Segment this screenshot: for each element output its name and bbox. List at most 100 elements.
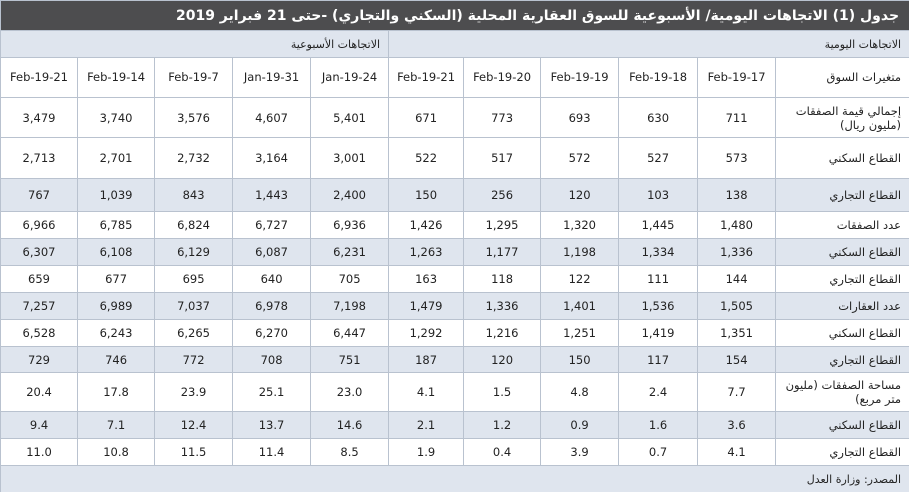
- cell: 0.7: [618, 438, 699, 466]
- cell: 6,824: [154, 211, 234, 239]
- table-row: مساحة الصفقات (مليون متر مربع) 7.7 2.4 4.8 1…: [0, 372, 909, 412]
- cell: 3.9: [540, 438, 620, 466]
- cell: 3,479: [0, 97, 79, 138]
- daily-group: الاتجاهات اليومية: [388, 30, 909, 58]
- row-label: القطاع التجاري: [775, 265, 909, 293]
- cell: 13.7: [232, 411, 312, 439]
- table-row: القطاع السكني 573 527 572 517 522 3,001 3,164 2,…: [0, 137, 909, 179]
- cell: 1,505: [697, 292, 777, 320]
- cell: 11.4: [232, 438, 312, 466]
- row-label: القطاع السكني: [775, 319, 909, 347]
- row-label: القطاع السكني: [775, 137, 909, 179]
- cell: 6,231: [310, 238, 390, 266]
- row-label: عدد العقارات: [775, 292, 909, 320]
- cell: 1,320: [540, 211, 620, 239]
- cell: 2,732: [154, 137, 234, 179]
- label-header: متغيرات السوق: [775, 57, 909, 98]
- table-row: عدد العقارات 1,505 1,536 1,401 1,336 1,479 7,1…: [0, 292, 909, 320]
- cell: 3,164: [232, 137, 312, 179]
- cell: 163: [388, 265, 465, 293]
- column-header: 17-Feb-19: [697, 57, 777, 98]
- cell: 1,177: [463, 238, 542, 266]
- cell: 1,263: [388, 238, 465, 266]
- cell: 711: [697, 97, 777, 138]
- cell: 4.8: [540, 372, 620, 412]
- cell: 1,443: [232, 178, 312, 212]
- table-row: القطاع التجاري 144 111 122 118 163 705 640 695 67…: [0, 265, 909, 293]
- cell: 693: [540, 97, 620, 138]
- cell: 695: [154, 265, 234, 293]
- row-label: القطاع التجاري: [775, 178, 909, 212]
- cell: 573: [697, 137, 777, 179]
- cell: 6,966: [0, 211, 79, 239]
- cell: 5,401: [310, 97, 390, 138]
- table-row: القطاع السكني 1,336 1,334 1,198 1,177 1,263 6,…: [0, 238, 909, 266]
- cell: 0.4: [463, 438, 542, 466]
- cell: 4,607: [232, 97, 312, 138]
- cell: 144: [697, 265, 777, 293]
- cell: 6,108: [77, 238, 156, 266]
- table-row: القطاع السكني 3.6 1.6 0.9 1.2 2.1 14.6 13.7 12.4…: [0, 411, 909, 439]
- column-header: 21-Feb-19: [0, 57, 79, 98]
- cell: 3,576: [154, 97, 234, 138]
- cell: 2,400: [310, 178, 390, 212]
- cell: 6,307: [0, 238, 79, 266]
- cell: 20.4: [0, 372, 79, 412]
- cell: 671: [388, 97, 465, 138]
- weekly-group: الاتجاهات الأسبوعية: [0, 30, 390, 58]
- cell: 1,039: [77, 178, 156, 212]
- cell: 1,336: [697, 238, 777, 266]
- cell: 187: [388, 346, 465, 373]
- cell: 708: [232, 346, 312, 373]
- cell: 7.7: [697, 372, 777, 412]
- cell: 6,243: [77, 319, 156, 347]
- cell: 6,785: [77, 211, 156, 239]
- table-row: إجمالي قيمة الصفقات (مليون ريال) 711 630 69…: [0, 97, 909, 138]
- cell: 1.2: [463, 411, 542, 439]
- cell: 14.6: [310, 411, 390, 439]
- cell: 11.0: [0, 438, 79, 466]
- source: المصدر: وزارة العدل: [0, 465, 909, 492]
- cell: 7.1: [77, 411, 156, 439]
- cell: 0.9: [540, 411, 620, 439]
- cell: 1.5: [463, 372, 542, 412]
- cell: 2,701: [77, 137, 156, 179]
- cell: 6,989: [77, 292, 156, 320]
- column-header: 31-Jan-19: [232, 57, 312, 98]
- cell: 23.0: [310, 372, 390, 412]
- cell: 659: [0, 265, 79, 293]
- cell: 772: [154, 346, 234, 373]
- cell: 8.5: [310, 438, 390, 466]
- cell: 103: [618, 178, 699, 212]
- cell: 3,001: [310, 137, 390, 179]
- cell: 2,713: [0, 137, 79, 179]
- row-label: مساحة الصفقات (مليون متر مربع): [775, 372, 909, 412]
- cell: 1,295: [463, 211, 542, 239]
- cell: 1.6: [618, 411, 699, 439]
- cell: 12.4: [154, 411, 234, 439]
- table-row: القطاع التجاري 138 103 120 256 150 2,400 1,443 8…: [0, 178, 909, 212]
- row-label: إجمالي قيمة الصفقات (مليون ريال): [775, 97, 909, 138]
- table-row: القطاع التجاري 154 117 150 120 187 751 708 772 74…: [0, 346, 909, 373]
- cell: 2.1: [388, 411, 465, 439]
- cell: 117: [618, 346, 699, 373]
- row-label: القطاع السكني: [775, 238, 909, 266]
- cell: 10.8: [77, 438, 156, 466]
- cell: 122: [540, 265, 620, 293]
- column-header: 7-Feb-19: [154, 57, 234, 98]
- row-label: القطاع السكني: [775, 411, 909, 439]
- cell: 7,257: [0, 292, 79, 320]
- column-header: 21-Feb-19: [388, 57, 465, 98]
- cell: 7,198: [310, 292, 390, 320]
- cell: 17.8: [77, 372, 156, 412]
- cell: 3,740: [77, 97, 156, 138]
- cell: 3.6: [697, 411, 777, 439]
- cell: 1,216: [463, 319, 542, 347]
- cell: 522: [388, 137, 465, 179]
- cell: 746: [77, 346, 156, 373]
- column-header: 19-Feb-19: [540, 57, 620, 98]
- cell: 4.1: [388, 372, 465, 412]
- cell: 6,936: [310, 211, 390, 239]
